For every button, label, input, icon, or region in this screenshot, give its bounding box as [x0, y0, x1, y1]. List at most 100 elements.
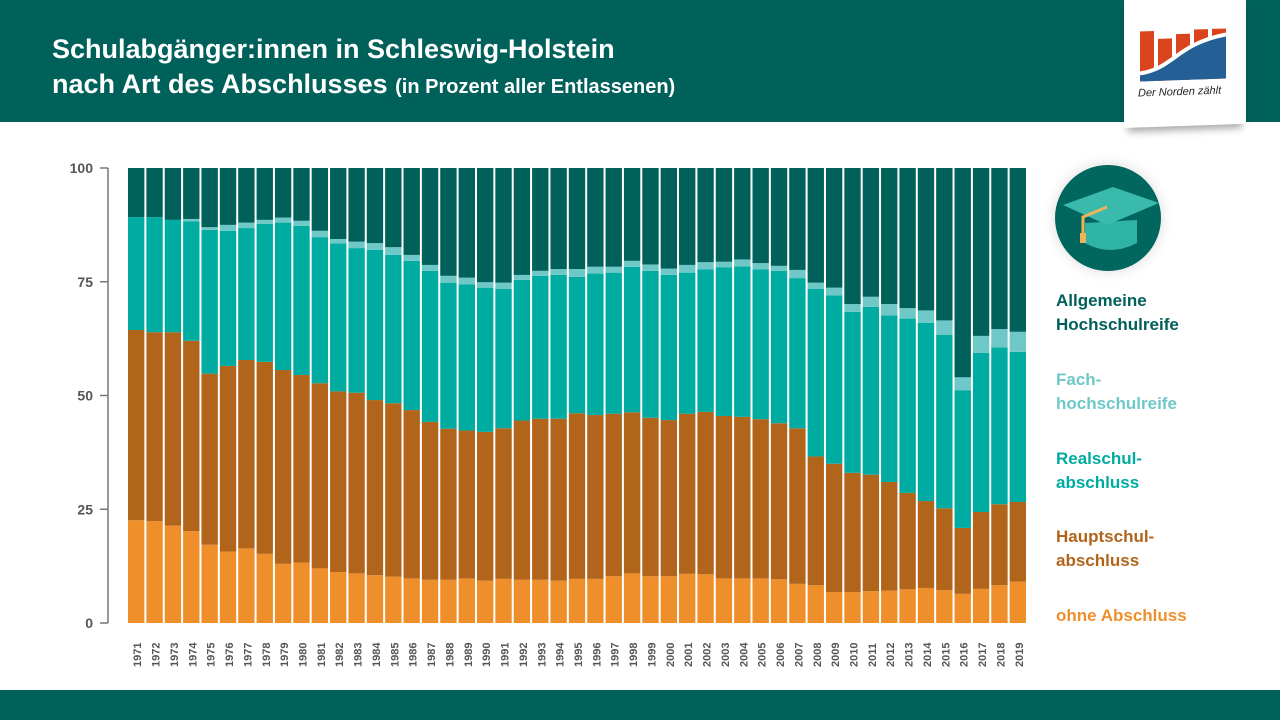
bar-segment-1985-series-3: [385, 247, 402, 255]
bar-segment-1979-series-1: [274, 370, 292, 564]
bar-segment-2002-series-4: [697, 168, 714, 263]
x-tick-label: 1980: [297, 643, 309, 667]
bar-segment-2019-series-1: [1009, 501, 1026, 582]
bar-segment-1976-series-0: [219, 551, 237, 623]
bar-segment-2013-series-2: [899, 318, 916, 493]
y-tick-label: 50: [77, 388, 93, 404]
bar-segment-1993-series-2: [532, 275, 549, 419]
bar-segment-1971-series-0: [128, 520, 145, 623]
bar-segment-1986-series-2: [403, 260, 420, 411]
x-tick-label: 1993: [536, 643, 548, 667]
bar-segment-1978-series-0: [256, 553, 273, 623]
x-tick-label: 1988: [444, 643, 456, 667]
x-tick-label: 1972: [151, 643, 163, 667]
bar-segment-1981-series-0: [311, 568, 329, 623]
bar-segment-2000-series-1: [660, 420, 678, 577]
x-tick-label: 2000: [665, 643, 677, 667]
bar-segment-2000-series-4: [660, 168, 678, 269]
footer-band: [0, 690, 1280, 720]
x-tick-label: 1984: [371, 642, 383, 667]
x-tick-label: 1991: [500, 643, 512, 667]
bar-segment-2003-series-0: [715, 578, 733, 623]
x-tick-label: 2006: [775, 643, 787, 667]
bar-segment-2005-series-3: [752, 263, 769, 270]
x-tick-label: 1996: [591, 643, 603, 667]
bar-segment-2000-series-3: [660, 268, 678, 275]
bar-segment-2015-series-1: [936, 508, 953, 591]
bar-segment-1994-series-0: [550, 580, 567, 623]
bar-segment-1988-series-3: [440, 275, 457, 283]
bar-segment-2014-series-4: [917, 168, 935, 311]
bar-segment-1997-series-1: [605, 413, 622, 577]
legend-item-4: Allgemeine Hochschulreife: [1056, 291, 1179, 334]
bar-segment-1992-series-2: [513, 279, 531, 421]
bar-segment-2016-series-4: [954, 168, 971, 378]
bar-segment-2014-series-2: [917, 322, 935, 502]
graduation-cap-icon: [1055, 165, 1161, 271]
bar-segment-2005-series-1: [752, 419, 769, 579]
bar-segment-1982-series-2: [330, 243, 347, 392]
bar-segment-1989-series-4: [458, 168, 475, 278]
x-tick-label: 2003: [720, 643, 732, 667]
x-tick-label: 1994: [555, 642, 567, 667]
y-tick-label: 75: [77, 274, 93, 290]
bar-segment-1986-series-3: [403, 254, 420, 261]
bar-segment-1998-series-3: [623, 260, 641, 267]
x-tick-label: 1987: [426, 643, 438, 667]
bar-segment-2018-series-2: [991, 347, 1008, 505]
bar-segment-1992-series-4: [513, 168, 531, 275]
bar-segment-1979-series-2: [274, 222, 292, 371]
bar-segment-2018-series-4: [991, 168, 1008, 330]
bar-segment-1984-series-0: [366, 575, 384, 623]
bar-segment-2009-series-3: [825, 287, 843, 296]
x-tick-label: 2004: [738, 642, 750, 667]
y-tick-label: 100: [70, 160, 94, 176]
bar-segment-2016-series-1: [954, 527, 971, 594]
bar-segment-1978-series-4: [256, 168, 273, 220]
bar-segment-2017-series-1: [972, 511, 990, 589]
bar-segment-2002-series-3: [697, 262, 714, 270]
bar-segment-1979-series-0: [274, 563, 292, 623]
bar-segment-1989-series-0: [458, 578, 475, 623]
bar-segment-2004-series-0: [734, 578, 751, 623]
bar-segment-1993-series-4: [532, 168, 549, 271]
bar-segment-1985-series-4: [385, 168, 402, 248]
bar-segment-1990-series-4: [476, 168, 494, 283]
bar-segment-1974-series-1: [183, 340, 200, 532]
bar-segment-2002-series-2: [697, 269, 714, 412]
header-band: [0, 0, 1280, 122]
bar-segment-1991-series-3: [495, 282, 512, 290]
bar-segment-2016-series-0: [954, 593, 971, 623]
bar-segment-2015-series-4: [936, 168, 953, 321]
bar-segment-1978-series-2: [256, 223, 273, 362]
x-tick-label: 2015: [940, 643, 952, 667]
bar-segment-2002-series-0: [697, 574, 714, 623]
bar-segment-1977-series-0: [238, 548, 255, 623]
x-tick-label: 1999: [646, 643, 658, 667]
bar-segment-1987-series-3: [421, 264, 439, 271]
bar-segment-2008-series-2: [807, 289, 824, 457]
bar-segment-2017-series-2: [972, 352, 990, 512]
bar-segment-2003-series-1: [715, 415, 733, 579]
bar-segment-2010-series-2: [844, 311, 861, 473]
bar-segment-2004-series-1: [734, 416, 751, 579]
bar-segment-1975-series-4: [201, 168, 218, 228]
bar-segment-1994-series-3: [550, 269, 567, 275]
page-title: Schulabgänger:innen in Schleswig-Holstei…: [52, 32, 675, 105]
bar-segment-1996-series-3: [587, 266, 604, 274]
bar-segment-1973-series-0: [164, 525, 182, 623]
bar-segment-1976-series-2: [219, 230, 237, 366]
bar-segment-2017-series-3: [972, 335, 990, 353]
bar-segment-1975-series-1: [201, 373, 218, 545]
x-tick-label: 1978: [261, 643, 273, 667]
bar-segment-1996-series-0: [587, 578, 604, 623]
bar-segment-1977-series-3: [238, 222, 255, 229]
bar-segment-1981-series-3: [311, 230, 329, 238]
bar-segment-2019-series-2: [1009, 351, 1026, 502]
x-tick-label: 1995: [573, 643, 585, 667]
bar-segment-1983-series-4: [348, 168, 365, 242]
bar-segment-1996-series-2: [587, 273, 604, 416]
bar-segment-1971-series-2: [128, 217, 145, 330]
x-tick-label: 1974: [187, 642, 199, 667]
bar-segment-1996-series-1: [587, 415, 604, 579]
